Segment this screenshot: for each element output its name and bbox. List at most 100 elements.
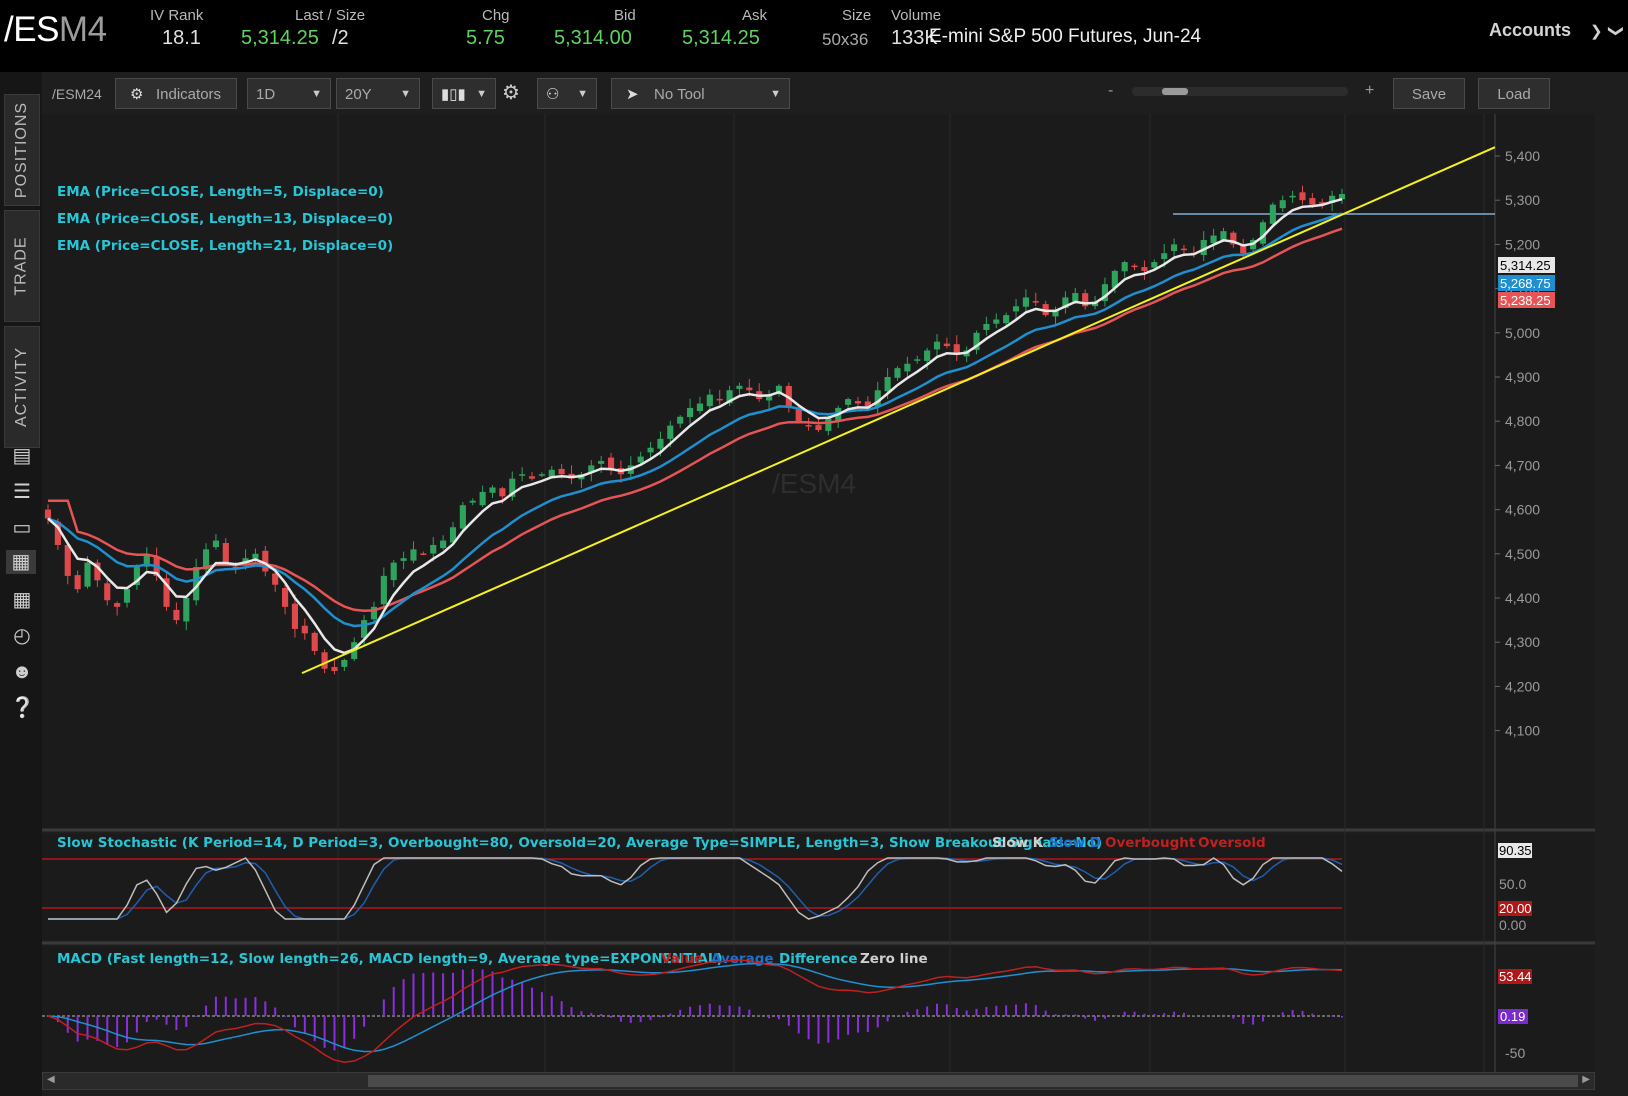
candle-body [400,558,407,561]
candle-body [845,399,852,405]
chevron-down-icon[interactable]: ❯ [1590,23,1603,40]
chevron-icon[interactable]: ❯ [1607,24,1625,38]
candle-body [1269,204,1276,224]
macd-tick: -50 [1505,1045,1525,1061]
quote-header: /ESM4 IV Rank 18.1 Last / Size 5,314.25 … [0,0,1628,72]
tab-trade[interactable]: TRADE [4,210,40,322]
symbol-title[interactable]: /ESM4 [4,10,107,50]
range-value: 20Y [345,86,372,103]
chart-symbol[interactable]: /ESM24 [52,86,102,102]
settings-icon[interactable]: ⚙ [502,82,520,104]
gauge-icon[interactable]: ◴ [13,625,31,647]
candle-body [163,578,170,607]
price-badges: 5,314.25 5,268.75 5,238.25 [1498,257,1555,308]
candle-body [143,553,150,567]
candle-body [1151,262,1158,268]
people-icon[interactable]: ☻ [11,661,33,683]
scroll-right-icon[interactable]: ▶ [1582,1074,1590,1085]
last-size-label: Last / Size [295,7,366,24]
candle-body [1180,248,1188,251]
candle-body [54,521,61,545]
price-chart[interactable]: /ESM4 EMA (Price=CLOSE, Length=5, Displa… [42,72,1628,1072]
candle-body [301,625,308,634]
candle-body [1042,304,1049,316]
candle-body [884,377,891,392]
scroll-left-icon[interactable]: ◀ [47,1074,55,1085]
drawing-set-select[interactable]: ⚇ ▼ [537,78,597,109]
candle-body [390,562,397,581]
zoom-slider-handle[interactable] [1162,88,1188,95]
stoch-tick-0: 0.00 [1499,917,1526,933]
zoom-in-button[interactable]: + [1365,82,1375,99]
stochastic-label[interactable]: Slow Stochastic (K Period=14, D Period=3… [57,835,1102,851]
candle-body [479,491,486,506]
macd-value-badge: 53.44 [1499,969,1532,984]
iv-rank-value: 18.1 [162,27,201,49]
price-tick: 4,200 [1505,678,1540,694]
candle-body [361,620,368,638]
last-price-badge: 5,314.25 [1500,258,1551,273]
charts-icon[interactable]: ▦ [6,550,36,574]
tab-activity[interactable]: ACTIVITY [4,326,40,448]
candle-body [588,465,595,473]
symbol-root: /ES [4,10,59,49]
load-button[interactable]: Load [1478,78,1550,109]
ema-5-label[interactable]: EMA (Price=CLOSE, Length=5, Displace=0) [57,184,384,200]
tool-select[interactable]: ➤ No Tool ▼ [611,78,790,109]
accounts-menu[interactable]: Accounts [1489,20,1572,40]
stoch-tick-50: 50.0 [1499,876,1526,892]
candle-body [1082,293,1089,307]
list-icon[interactable]: ☰ [13,481,31,503]
candle-body [1171,244,1178,252]
candle-body [469,500,476,503]
ema13-badge: 5,268.75 [1500,276,1551,291]
symbol-contract: M4 [58,10,107,49]
bid-value[interactable]: 5,314.00 [554,27,632,49]
help-icon[interactable]: ❔ [10,697,35,719]
candle-body [696,403,704,411]
candle-body [222,542,229,563]
candle-body [84,562,91,587]
ema-21-label[interactable]: EMA (Price=CLOSE, Length=21, Displace=0) [57,238,393,254]
stoch-k-badge: 90.35 [1499,843,1532,858]
tab-positions[interactable]: POSITIONS [4,94,40,206]
ema-13-label[interactable]: EMA (Price=CLOSE, Length=13, Displace=0) [57,211,393,227]
candle-body [1240,244,1247,254]
gear-icon: ⚙ [130,86,144,103]
candle-body [924,350,931,361]
scrollbar-thumb[interactable] [368,1075,1578,1087]
horizontal-scrollbar[interactable]: ◀ ▶ [42,1072,1595,1090]
stoch-legend-oversold: Oversold [1198,835,1266,851]
candle-body [104,583,111,601]
stoch-legend-overbought: Overbought [1105,835,1196,851]
candle-body [459,505,466,529]
zoom-out-button[interactable]: - [1108,82,1114,99]
range-select[interactable]: 20Y ▼ [336,78,420,109]
grid-icon[interactable]: ▦ [12,589,32,611]
tv-icon[interactable]: ▭ [12,517,32,539]
chart-style-select[interactable]: ▮▯▮ ▼ [432,78,496,109]
candle-body [321,652,328,669]
candle-body [499,488,506,497]
candle-body [953,344,960,355]
ema21-badge: 5,238.25 [1500,293,1551,308]
save-button[interactable]: Save [1393,78,1465,109]
price-tick: 4,400 [1505,590,1540,606]
candle-body [736,385,743,389]
candle-body [272,573,279,585]
volume-label: Volume [891,7,942,24]
candle-body [1309,198,1316,205]
candle-body [1279,200,1286,209]
macd-legend-value: Value [661,951,703,967]
candle-body [440,540,447,549]
monitor-icon[interactable]: ▤ [12,445,32,467]
ask-value[interactable]: 5,314.25 [682,27,760,49]
zoom-slider[interactable] [1132,87,1348,96]
macd-histogram [56,969,1343,1051]
macd-label[interactable]: MACD (Fast length=12, Slow length=26, MA… [57,951,723,967]
timeframe-select[interactable]: 1D ▼ [247,78,331,109]
indicators-button[interactable]: ⚙ Indicators [115,78,237,109]
candle-body [657,438,664,449]
price-tick: 5,200 [1505,236,1540,252]
trendline[interactable] [301,146,1496,675]
